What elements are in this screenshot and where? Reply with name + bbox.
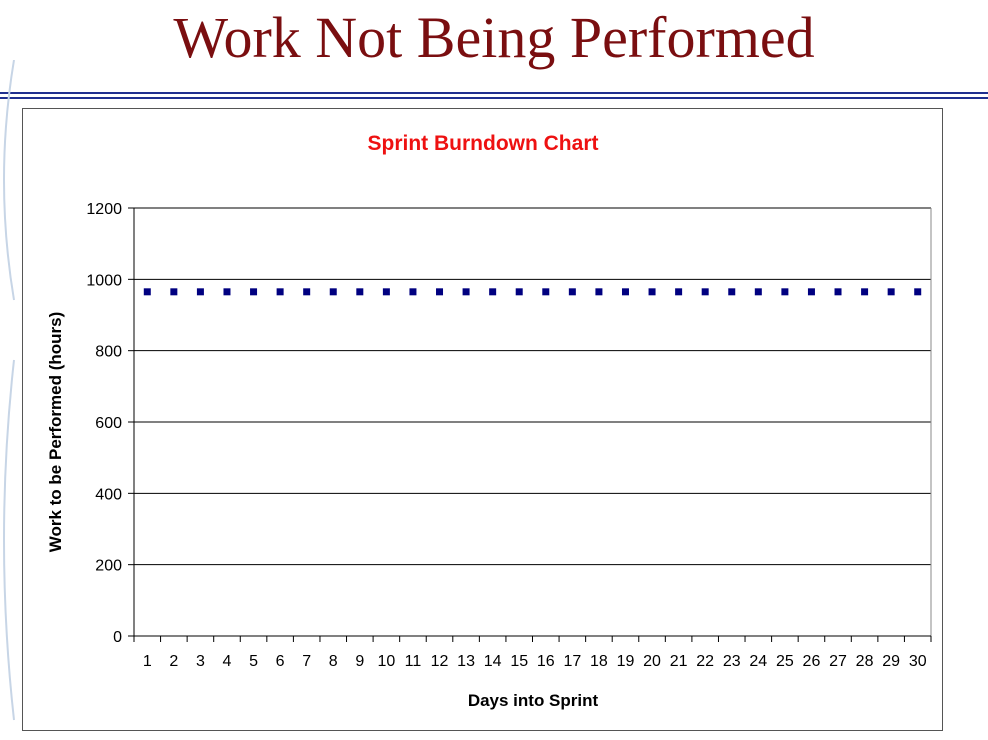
y-tick-label-1000: 1000 <box>86 272 122 289</box>
y-tick-label-200: 200 <box>95 558 122 575</box>
chart-title: Sprint Burndown Chart <box>368 132 599 155</box>
x-tick-label-12: 12 <box>431 653 449 670</box>
x-tick-label-20: 20 <box>643 653 661 670</box>
data-point-day-19 <box>621 288 629 296</box>
data-point-day-24 <box>754 288 762 296</box>
y-tick-label-1200: 1200 <box>86 201 122 218</box>
grid-layer <box>134 207 932 636</box>
x-tick-label-7: 7 <box>302 653 311 670</box>
x-tick-label-29: 29 <box>882 653 900 670</box>
x-tick-label-21: 21 <box>670 653 688 670</box>
data-point-day-15 <box>515 288 523 296</box>
x-tick-label-28: 28 <box>856 653 874 670</box>
x-tick-label-2: 2 <box>169 653 178 670</box>
data-point-day-18 <box>595 288 603 296</box>
data-point-day-16 <box>542 288 550 296</box>
chart-frame: 0 200 400 600 800 1000 1200 1 2 3 4 5 6 7 8 9 10 11 12 13 14… <box>22 108 943 731</box>
y-tick-label-800: 800 <box>95 344 122 361</box>
data-point-day-4 <box>223 288 231 296</box>
title-rule-bottom <box>0 97 988 99</box>
x-tick-label-27: 27 <box>829 653 847 670</box>
x-tick-label-16: 16 <box>537 653 555 670</box>
x-tick-label-3: 3 <box>196 653 205 670</box>
data-point-day-26 <box>807 288 815 296</box>
data-point-day-27 <box>834 288 842 296</box>
x-tick-label-23: 23 <box>723 653 741 670</box>
data-point-day-30 <box>914 288 922 296</box>
x-tick-label-4: 4 <box>223 653 232 670</box>
data-point-day-28 <box>861 288 869 296</box>
data-point-day-8 <box>329 288 337 296</box>
x-tick-label-11: 11 <box>405 653 422 670</box>
x-tick-label-25: 25 <box>776 653 794 670</box>
title-rule-top <box>0 92 988 94</box>
x-tick-label-24: 24 <box>749 653 767 670</box>
side-decoration <box>3 60 15 721</box>
x-tick-label-8: 8 <box>329 653 338 670</box>
x-tick-label-22: 22 <box>696 653 714 670</box>
data-point-day-9 <box>356 288 364 296</box>
data-point-day-13 <box>462 288 470 296</box>
data-point-day-5 <box>250 288 258 296</box>
slide-title: Work Not Being Performed <box>173 5 815 70</box>
x-tick-label-17: 17 <box>563 653 581 670</box>
x-tick-label-5: 5 <box>249 653 258 670</box>
data-point-day-29 <box>887 288 895 296</box>
data-point-day-1 <box>143 288 151 296</box>
data-point-day-7 <box>303 288 311 296</box>
y-axis-label: Work to be Performed (hours) <box>46 312 65 553</box>
x-tick-label-13: 13 <box>457 653 475 670</box>
data-point-day-21 <box>675 288 683 296</box>
y-tick-label-600: 600 <box>95 415 122 432</box>
x-tick-label-30: 30 <box>909 653 927 670</box>
data-point-day-12 <box>436 288 444 296</box>
data-point-day-10 <box>382 288 390 296</box>
x-tick-label-14: 14 <box>484 653 502 670</box>
data-point-day-20 <box>648 288 656 296</box>
data-point-day-22 <box>701 288 709 296</box>
x-tick-label-15: 15 <box>510 653 528 670</box>
mark-layer <box>143 288 922 296</box>
x-tick-label-9: 9 <box>355 653 364 670</box>
x-tick-label-1: 1 <box>143 653 152 670</box>
data-point-day-25 <box>781 288 789 296</box>
data-point-day-14 <box>489 288 497 296</box>
x-tick-label-19: 19 <box>617 653 635 670</box>
data-point-day-11 <box>409 288 417 296</box>
y-tick-label-0: 0 <box>113 629 122 646</box>
y-tick-label-400: 400 <box>95 486 122 503</box>
x-tick-label-6: 6 <box>276 653 285 670</box>
data-point-day-6 <box>276 288 284 296</box>
x-tick-label-26: 26 <box>803 653 821 670</box>
data-point-day-23 <box>728 288 736 296</box>
x-tick-label-18: 18 <box>590 653 608 670</box>
data-point-day-3 <box>196 288 204 296</box>
x-tick-label-10: 10 <box>377 653 395 670</box>
data-point-day-17 <box>568 288 576 296</box>
x-axis-label: Days into Sprint <box>468 691 599 710</box>
data-point-day-2 <box>170 288 178 296</box>
